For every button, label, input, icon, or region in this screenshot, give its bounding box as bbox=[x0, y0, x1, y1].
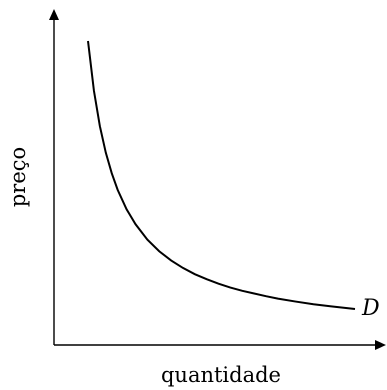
x-axis-arrowhead bbox=[375, 340, 386, 350]
x-axis-label: quantidade bbox=[161, 363, 281, 387]
demand-curve bbox=[87, 40, 356, 310]
y-axis-label: preço bbox=[6, 147, 30, 207]
series-label-d: D bbox=[361, 296, 380, 321]
y-axis-arrowhead bbox=[49, 9, 59, 20]
